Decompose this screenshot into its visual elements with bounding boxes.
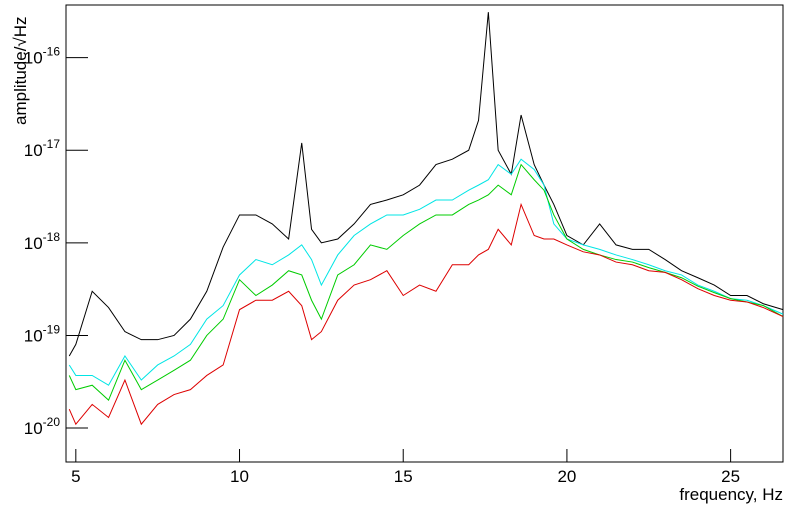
y-tick-label: 10-17: [24, 137, 61, 160]
y-axis-label: amplitude/√Hz: [11, 16, 30, 125]
data-line: [68, 12, 784, 357]
data-line: [68, 158, 784, 386]
x-tick-label: 25: [721, 467, 740, 486]
y-tick-label: 10-19: [24, 322, 61, 345]
x-tick-label: 10: [230, 467, 249, 486]
y-tick-label: 10-18: [24, 230, 61, 253]
data-line: [68, 202, 784, 426]
x-tick-label: 5: [71, 467, 80, 486]
x-tick-label: 20: [557, 467, 576, 486]
x-tick-label: 15: [394, 467, 413, 486]
plot-frame: [65, 4, 784, 463]
x-axis-label: frequency, Hz: [679, 485, 783, 504]
y-tick-label: 10-20: [24, 415, 61, 438]
y-tick-label: 10-16: [24, 45, 61, 68]
data-line: [68, 163, 784, 402]
